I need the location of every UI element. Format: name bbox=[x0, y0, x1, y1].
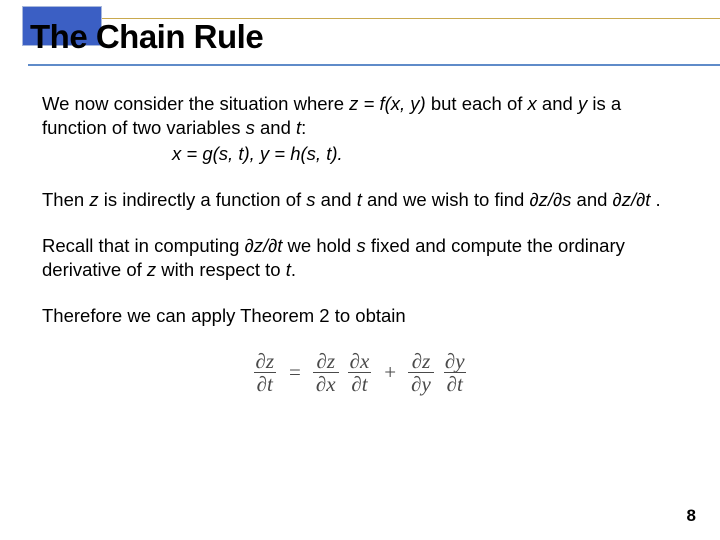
numerator: ∂z bbox=[313, 350, 338, 372]
text: Then bbox=[42, 189, 89, 210]
page-number: 8 bbox=[687, 506, 696, 526]
fraction: ∂x ∂t bbox=[347, 350, 373, 395]
math-var: s bbox=[356, 235, 365, 256]
text: with respect to bbox=[156, 259, 286, 280]
text: and bbox=[316, 189, 357, 210]
numerator: ∂z bbox=[409, 350, 434, 372]
plus-sign: + bbox=[380, 359, 400, 386]
paragraph-3: Recall that in computing ∂z/∂t we hold s… bbox=[42, 234, 678, 282]
text: we hold bbox=[282, 235, 356, 256]
denominator: ∂t bbox=[254, 372, 276, 395]
header-rule-bottom bbox=[28, 64, 720, 66]
slide-body: We now consider the situation where z = … bbox=[0, 56, 720, 395]
denominator: ∂x bbox=[313, 372, 339, 395]
numerator: ∂y bbox=[442, 350, 468, 372]
math-inline: ∂z/∂s bbox=[529, 189, 571, 210]
math-var: z bbox=[89, 189, 98, 210]
text: but each of bbox=[426, 93, 528, 114]
slide-title: The Chain Rule bbox=[0, 18, 720, 56]
text: and bbox=[537, 93, 578, 114]
math-var: s bbox=[246, 117, 255, 138]
denominator: ∂t bbox=[348, 372, 370, 395]
fraction: ∂y ∂t bbox=[442, 350, 468, 395]
math-inline: z = f(x, y) bbox=[349, 93, 426, 114]
math-inline: ∂z/∂t bbox=[613, 189, 651, 210]
paragraph-2: Then z is indirectly a function of s and… bbox=[42, 188, 678, 212]
text: We now consider the situation where bbox=[42, 93, 349, 114]
math-var: y bbox=[578, 93, 587, 114]
fraction: ∂z ∂x bbox=[313, 350, 339, 395]
numerator: ∂z bbox=[252, 350, 277, 372]
equation-line: x = g(s, t), y = h(s, t). bbox=[42, 142, 678, 166]
text: and bbox=[571, 189, 612, 210]
paragraph-1: We now consider the situation where z = … bbox=[42, 92, 678, 166]
math-var: x bbox=[528, 93, 537, 114]
display-formula: ∂z ∂t = ∂z ∂x ∂x ∂t + ∂z ∂y ∂y bbox=[42, 350, 678, 395]
fraction: ∂z ∂y bbox=[408, 350, 434, 395]
slide-header: The Chain Rule bbox=[0, 0, 720, 56]
text: is indirectly a function of bbox=[99, 189, 307, 210]
fraction: ∂z ∂t bbox=[252, 350, 277, 395]
numerator: ∂x bbox=[347, 350, 373, 372]
denominator: ∂y bbox=[408, 372, 434, 395]
equals-sign: = bbox=[285, 359, 305, 386]
math-inline: ∂z/∂t bbox=[245, 235, 283, 256]
math-var: z bbox=[147, 259, 156, 280]
denominator: ∂t bbox=[444, 372, 466, 395]
text: : bbox=[301, 117, 306, 138]
text: and bbox=[255, 117, 296, 138]
text: . bbox=[291, 259, 296, 280]
paragraph-4: Therefore we can apply Theorem 2 to obta… bbox=[42, 304, 678, 328]
text: and we wish to find bbox=[362, 189, 530, 210]
text: . bbox=[650, 189, 660, 210]
math-var: s bbox=[306, 189, 315, 210]
text: Recall that in computing bbox=[42, 235, 245, 256]
